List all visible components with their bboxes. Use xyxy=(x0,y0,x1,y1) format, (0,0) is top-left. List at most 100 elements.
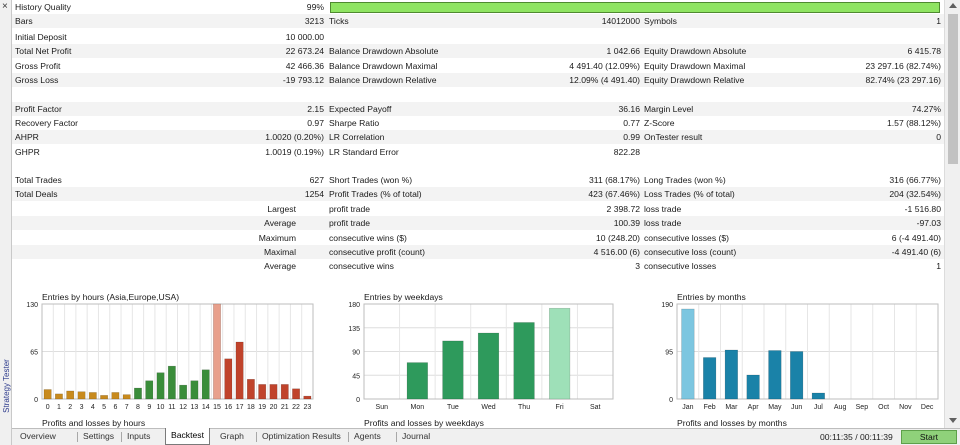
report-row: Largest profit trade 2 398.72 loss trade -1 … xyxy=(12,202,944,216)
report-row: AHPR 1.0020 (0.20%) LR Correlation 0.99 OnTe… xyxy=(12,130,944,144)
bar xyxy=(258,384,267,400)
stat-value: 0.97 xyxy=(307,118,324,128)
y-tick-label: 0 xyxy=(34,397,38,404)
stat-label: LR Standard Error xyxy=(329,147,399,157)
y-tick-label: 90 xyxy=(352,350,360,357)
stat-value: -97.03 xyxy=(916,218,941,228)
bar xyxy=(145,380,154,400)
stat-value: 82.74% (23 297.16) xyxy=(865,75,942,85)
bar xyxy=(66,390,75,400)
start-button[interactable]: Start xyxy=(901,430,957,444)
x-tick-label: 10 xyxy=(157,404,165,411)
stat-label: Balance Drawdown Maximal xyxy=(329,61,438,71)
x-tick-label: 3 xyxy=(80,404,84,411)
stat-label: Expected Payoff xyxy=(329,104,392,114)
tab-separator xyxy=(121,432,122,442)
tab-settings[interactable]: Settings xyxy=(83,431,115,441)
stat-value: 12.09% (4 491.40) xyxy=(569,75,640,85)
x-tick-label: 0 xyxy=(46,404,50,411)
bar xyxy=(246,379,255,400)
stat-label: GHPR xyxy=(15,147,40,157)
tab-backtest[interactable]: Backtest xyxy=(165,428,210,445)
tab-overview[interactable]: Overview xyxy=(20,431,56,441)
report-row: Total Trades 627 Short Trades (won %) 311 (… xyxy=(12,173,944,187)
stat-label: Equity Drawdown Relative xyxy=(644,75,745,85)
bar xyxy=(269,384,278,400)
bar xyxy=(477,332,500,400)
stat-value: 22 673.24 xyxy=(285,46,324,56)
tab-graph[interactable]: Graph xyxy=(220,431,244,441)
x-tick-label: 4 xyxy=(91,404,95,411)
stat-value: 10 (248.20) xyxy=(596,233,640,243)
x-tick-label: 2 xyxy=(68,404,72,411)
scroll-down-arrow-icon[interactable] xyxy=(949,418,957,423)
stat-value: 100.39 xyxy=(613,218,640,228)
bar xyxy=(681,308,695,400)
tab-inputs[interactable]: Inputs xyxy=(127,431,151,441)
x-tick-label: 13 xyxy=(191,404,199,411)
chart-2: Entries by weekdays Profits and losses by… xyxy=(326,290,638,428)
bar xyxy=(100,395,109,400)
scroll-up-arrow-icon[interactable] xyxy=(949,3,957,8)
stat-value: 311 (68.17%) xyxy=(589,175,640,185)
bar xyxy=(55,393,63,400)
bar xyxy=(167,365,176,400)
bar xyxy=(406,362,428,400)
report-scrollbar[interactable] xyxy=(944,0,960,428)
x-tick-label: Aug xyxy=(834,404,847,411)
y-tick-label: 180 xyxy=(348,302,360,309)
x-tick-label: 22 xyxy=(292,404,300,411)
stat-value: 1 042.66 xyxy=(606,46,640,56)
chart-subtitle: Profits and losses by hours xyxy=(42,418,146,428)
bar xyxy=(88,392,97,400)
bar xyxy=(134,387,142,400)
close-icon[interactable]: × xyxy=(2,1,8,12)
chart-svg: 0 95 190 Jan Feb Mar Apr May Jun Jul Aug Sep Oct Nov D… xyxy=(661,302,939,411)
history-quality-row: History Quality 99% xyxy=(12,0,944,14)
stat-value: 0 xyxy=(936,132,941,142)
x-tick-label: Nov xyxy=(899,404,912,411)
bar xyxy=(549,307,571,400)
stat-label: Profit Factor xyxy=(15,104,62,114)
tab-journal[interactable]: Journal xyxy=(402,431,431,441)
x-tick-label: Sun xyxy=(376,404,389,411)
stat-label: Long Trades (won %) xyxy=(644,175,726,185)
plot-frame xyxy=(41,303,314,400)
scroll-thumb[interactable] xyxy=(948,14,958,164)
stat-label: Balance Drawdown Absolute xyxy=(329,46,439,56)
report-row: Average consecutive wins 3 consecutive loss… xyxy=(12,259,944,273)
strategy-tester-side-panel: × Strategy Tester xyxy=(0,0,12,445)
y-tick-label: 0 xyxy=(356,397,360,404)
history-quality-label: History Quality xyxy=(15,2,71,12)
stat-value: 2 398.72 xyxy=(606,204,640,214)
stat-value: 2.15 xyxy=(307,104,324,114)
tab-separator xyxy=(77,432,78,442)
stat-label: Z-Score xyxy=(644,118,675,128)
y-tick-label: 135 xyxy=(348,326,360,333)
x-tick-label: Jul xyxy=(814,404,823,411)
x-tick-label: Apr xyxy=(748,404,760,411)
y-tick-label: 95 xyxy=(665,350,673,357)
stat-label: Initial Deposit xyxy=(15,32,67,42)
x-tick-label: 15 xyxy=(213,404,221,411)
x-tick-label: 14 xyxy=(202,404,210,411)
x-tick-label: 6 xyxy=(113,404,117,411)
bar xyxy=(77,391,86,400)
y-tick-label: 65 xyxy=(30,350,38,357)
stat-label: Profit Trades (% of total) xyxy=(329,189,422,199)
x-tick-label: Sat xyxy=(590,404,601,411)
stat-label: profit trade xyxy=(329,204,371,214)
stat-value: 6 415.78 xyxy=(907,46,941,56)
tab-separator xyxy=(396,432,397,442)
tab-agents[interactable]: Agents xyxy=(354,431,381,441)
tab-optimization-results[interactable]: Optimization Results xyxy=(262,431,341,441)
report-row: Gross Profit 42 466.36 Balance Drawdown Ma… xyxy=(12,59,944,73)
stat-value: 627 xyxy=(309,175,324,185)
bar xyxy=(811,392,825,400)
stat-value: 3213 xyxy=(304,16,324,26)
row-qualifier: Maximum xyxy=(258,233,296,243)
stat-label: consecutive profit (count) xyxy=(329,247,426,257)
stat-value: 36.16 xyxy=(618,104,640,114)
stat-label: AHPR xyxy=(15,132,39,142)
